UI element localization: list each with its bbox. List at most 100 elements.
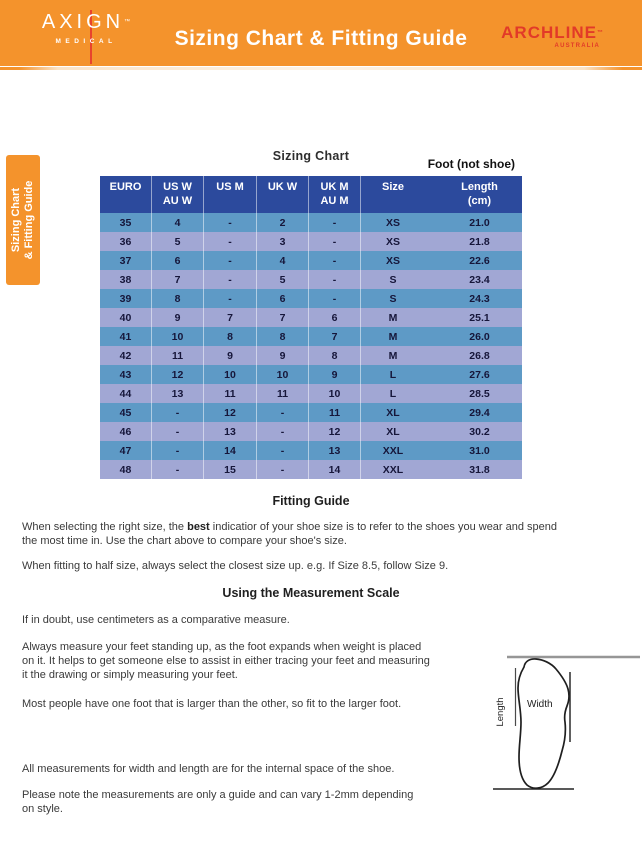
table-cell: 12 bbox=[204, 403, 257, 422]
table-cell: 47 bbox=[100, 441, 152, 460]
table-cell: - bbox=[257, 441, 309, 460]
table-row: 38 7-5- S 23.4 bbox=[100, 270, 522, 289]
table-cell: 7 bbox=[204, 308, 257, 327]
measurement-paragraph-4: All measurements for width and length ar… bbox=[22, 763, 395, 775]
table-cell: 48 bbox=[100, 460, 152, 479]
table-cell: - bbox=[309, 232, 361, 251]
table-cell: 36 bbox=[100, 232, 152, 251]
axign-logo: AXIGN™ MEDICAL bbox=[30, 9, 142, 64]
table-cell: 31.8 bbox=[469, 463, 490, 476]
table-cell: 11 bbox=[152, 346, 204, 365]
table-row: 47-14-13 XXL 31.0 bbox=[100, 441, 522, 460]
table-row: 41 10 8 8 7 M 26.0 bbox=[100, 327, 522, 346]
column-header-size: Size bbox=[381, 181, 404, 193]
table-cell: 8 bbox=[152, 289, 204, 308]
table-row: 43 12 10 10 9 L 27.6 bbox=[100, 365, 522, 384]
column-header-uk-m: UK M AU M bbox=[309, 176, 361, 213]
table-row: 36 5-3- XS 21.8 bbox=[100, 232, 522, 251]
table-cell: - bbox=[257, 422, 309, 441]
header-bar: AXIGN™ MEDICAL Sizing Chart & Fitting Gu… bbox=[0, 0, 642, 66]
side-tab: Sizing Chart & Fitting Guide bbox=[6, 155, 40, 285]
archline-sub-text: AUSTRALIA bbox=[554, 43, 600, 49]
table-cell: 15 bbox=[204, 460, 257, 479]
table-row: 45-12-11 XL 29.4 bbox=[100, 403, 522, 422]
table-cell: 26.8 bbox=[469, 349, 490, 362]
table-row: 37 6-4- XS 22.6 bbox=[100, 251, 522, 270]
foot-outline-icon bbox=[517, 658, 570, 789]
table-cell: 24.3 bbox=[469, 292, 490, 305]
page-title: Sizing Chart & Fitting Guide bbox=[174, 27, 468, 50]
table-cell: 10 bbox=[152, 327, 204, 346]
table-cell: 13 bbox=[152, 384, 204, 403]
table-cell: 7 bbox=[152, 270, 204, 289]
table-row: 39 8-6- S 24.3 bbox=[100, 289, 522, 308]
table-cell: 35 bbox=[100, 213, 152, 232]
table-cell: 27.6 bbox=[469, 368, 490, 381]
table-cell: - bbox=[152, 441, 204, 460]
table-cell: 10 bbox=[309, 384, 361, 403]
p1-post: indicatior of your shoe size is to refer… bbox=[22, 521, 558, 547]
table-cell: 8 bbox=[309, 346, 361, 365]
table-cell: 13 bbox=[309, 441, 361, 460]
table-cell: 41 bbox=[100, 327, 152, 346]
table-cell: S bbox=[389, 273, 397, 286]
table-cell: 42 bbox=[100, 346, 152, 365]
column-header-us-m: US M bbox=[204, 176, 257, 213]
table-cell: 21.0 bbox=[469, 216, 490, 229]
table-cell: 5 bbox=[257, 270, 309, 289]
table-cell: 10 bbox=[204, 365, 257, 384]
table-cell: S bbox=[389, 292, 397, 305]
table-row: 35 4-2- XS 21.0 bbox=[100, 213, 522, 232]
table-cell: 10 bbox=[257, 365, 309, 384]
table-cell: 46 bbox=[100, 422, 152, 441]
table-cell: - bbox=[309, 213, 361, 232]
header-divider bbox=[0, 67, 642, 70]
table-cell: XXL bbox=[382, 463, 404, 476]
length-label: Length bbox=[495, 697, 506, 726]
table-cell: - bbox=[152, 403, 204, 422]
table-cell: 21.8 bbox=[469, 235, 490, 248]
p1-pre: When selecting the right size, the bbox=[22, 521, 188, 533]
axign-logo-text: AXIGN™ bbox=[30, 9, 142, 35]
table-cell: 28.5 bbox=[469, 387, 490, 400]
table-cell: 11 bbox=[309, 403, 361, 422]
table-cell: 11 bbox=[257, 384, 309, 403]
table-cell: - bbox=[309, 289, 361, 308]
table-cell: 37 bbox=[100, 251, 152, 270]
table-cell: XS bbox=[385, 254, 400, 267]
table-cell: 9 bbox=[204, 346, 257, 365]
width-label: Width bbox=[527, 699, 553, 710]
table-cell: 12 bbox=[309, 422, 361, 441]
table-cell: - bbox=[152, 422, 204, 441]
table-cell: - bbox=[204, 213, 257, 232]
table-cell: 40 bbox=[100, 308, 152, 327]
archline-logo-text: ARCHLINE™ bbox=[501, 24, 604, 42]
table-cell: 29.4 bbox=[469, 406, 490, 419]
table-cell: 5 bbox=[152, 232, 204, 251]
archline-name: ARCHLINE bbox=[501, 23, 597, 42]
table-cell: - bbox=[257, 403, 309, 422]
table-row: 44 13 11 11 10 L 28.5 bbox=[100, 384, 522, 403]
table-cell: 3 bbox=[257, 232, 309, 251]
table-cell: 6 bbox=[257, 289, 309, 308]
axign-red-line-icon bbox=[90, 10, 93, 64]
table-cell: 8 bbox=[204, 327, 257, 346]
table-cell: 26.0 bbox=[469, 330, 490, 343]
table-cell: 30.2 bbox=[469, 425, 490, 438]
measurement-heading: Using the Measurement Scale bbox=[222, 586, 400, 600]
table-cell: 14 bbox=[309, 460, 361, 479]
table-cell: M bbox=[388, 349, 398, 362]
table-cell: 9 bbox=[309, 365, 361, 384]
column-header-euro: EURO bbox=[100, 176, 152, 213]
measurement-paragraph-2: Always measure your feet standing up, as… bbox=[22, 641, 430, 681]
measurement-paragraph-3: Most people have one foot that is larger… bbox=[22, 698, 402, 710]
archline-tm: ™ bbox=[597, 30, 604, 36]
table-cell: 7 bbox=[257, 308, 309, 327]
table-cell: XL bbox=[386, 425, 400, 438]
table-cell: 13 bbox=[204, 422, 257, 441]
side-tab-label: Sizing Chart & Fitting Guide bbox=[10, 180, 35, 260]
table-row: 42 11 9 9 8 M 26.8 bbox=[100, 346, 522, 365]
table-cell: 7 bbox=[309, 327, 361, 346]
table-cell: XS bbox=[385, 235, 400, 248]
table-cell: - bbox=[204, 289, 257, 308]
